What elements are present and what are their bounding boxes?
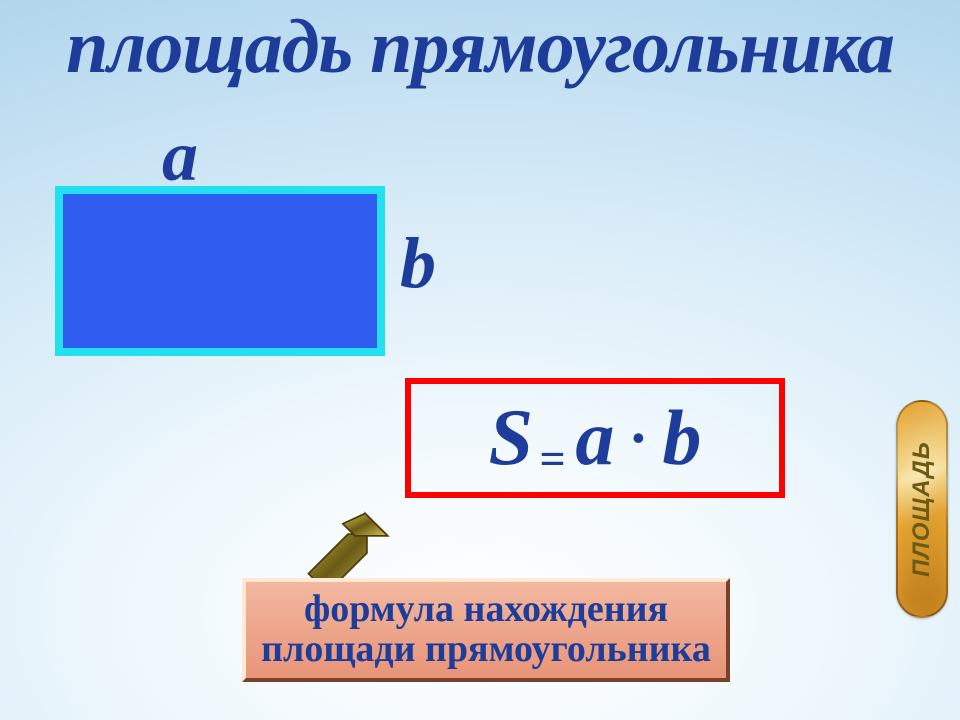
side-tab-label: ПЛОЩАДЬ (908, 441, 936, 577)
caption-line1: формула нахождения (304, 588, 668, 630)
formula-eq: = (537, 433, 571, 484)
formula-S: S (489, 394, 534, 482)
caption-box: формула нахождения площади прямоугольник… (242, 578, 730, 682)
caption-text: формула нахождения площади прямоугольник… (261, 590, 711, 670)
formula-text: S = a · b (489, 393, 702, 484)
dimension-label-b: b (400, 222, 436, 305)
formula-b: b (662, 394, 701, 481)
slide: площадь прямоугольника a b S = a · b фор… (0, 0, 960, 720)
page-title: площадь прямоугольника (0, 4, 960, 91)
caption-line2: площади прямоугольника (261, 628, 711, 670)
side-tab-button[interactable]: ПЛОЩАДЬ (896, 400, 948, 618)
rectangle-shape (55, 186, 385, 356)
formula-dot: · (618, 405, 658, 471)
rectangle-figure (55, 186, 385, 356)
formula-a: a (575, 394, 614, 481)
formula-box: S = a · b (405, 378, 785, 498)
